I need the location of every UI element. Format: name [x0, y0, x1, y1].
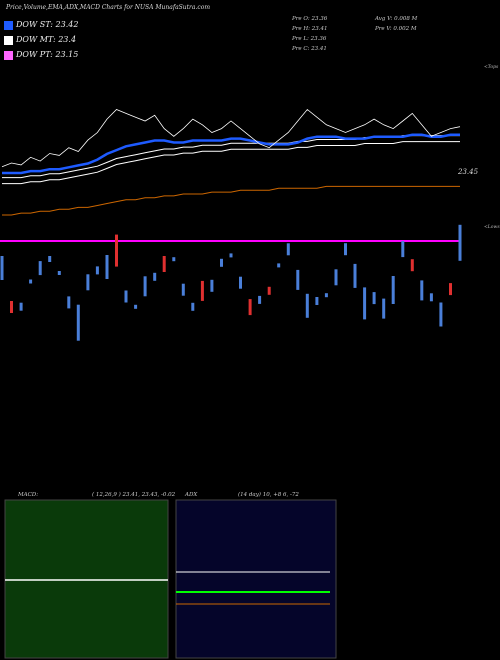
volume-bar [229, 253, 233, 258]
volume-bar [172, 257, 176, 262]
volume-bar [19, 302, 23, 311]
volume-bar [315, 297, 319, 305]
volume-bar [115, 234, 118, 267]
info-low: Pre L: 23.36 [292, 36, 327, 42]
legend-label-pt: DOW PT: 23.15 [16, 50, 79, 59]
info-prev-volume: Pre V: 0.002 M [375, 26, 417, 32]
volume-bar [305, 293, 309, 318]
volume-bar [267, 286, 271, 295]
volume-bar [439, 302, 443, 327]
volume-bar [38, 261, 42, 276]
legend-swatch-pt [4, 51, 13, 60]
volume-bar [324, 293, 328, 298]
legend-dow-pt: DOW PT: 23.15 [4, 50, 92, 62]
volume-bar [353, 263, 357, 288]
volume-bar [286, 243, 290, 256]
volume-bar [382, 298, 386, 319]
legend-dow-st: DOW ST: 23.42 [4, 20, 92, 32]
volume-bar [191, 302, 195, 311]
price-tag: 23.45 [458, 168, 479, 176]
volume-bar [220, 258, 223, 267]
volume-bar [449, 283, 452, 296]
info-open: Pre O: 23.36 [292, 16, 328, 22]
volume-bar [95, 266, 99, 275]
legend-label-st: DOW ST: 23.42 [16, 20, 79, 29]
volume-bar [48, 256, 52, 262]
info-high: Pre H: 23.41 [292, 26, 328, 32]
legend-swatch-st [4, 21, 13, 30]
legend-dow-mt: DOW MT: 23.4 [4, 35, 92, 47]
volume-bar [239, 276, 242, 289]
volume-bar [277, 263, 281, 268]
adx-params: (14 day) 10, +8 6, -72 [238, 492, 299, 498]
adx-label: ADX [185, 492, 198, 498]
volume-bar [210, 279, 214, 292]
volume-bar [67, 296, 71, 309]
ema-mid-lower-line [2, 141, 460, 185]
volume-bar [372, 292, 376, 305]
volume-bar [420, 280, 424, 301]
adx-panel [175, 499, 337, 659]
volume-bar [363, 287, 367, 320]
chart-title: Price,Volume,EMA,ADX,MACD Charts for NUS… [6, 4, 211, 11]
legend-label-mt: DOW MT: 23.4 [16, 35, 77, 44]
volume-bar [86, 274, 90, 291]
macd-params: ( 12,26,9 ) 23.41, 23.43, -0.02 [92, 492, 176, 498]
macd-label: MACD: [18, 492, 39, 498]
macd-panel [4, 499, 169, 659]
volume-bar [258, 295, 262, 304]
price-line [1, 108, 461, 168]
volume-bar [429, 293, 433, 302]
volume-bar [105, 255, 109, 279]
volume-bar [57, 271, 61, 275]
volume-bar [410, 259, 414, 272]
legend-swatch-mt [4, 36, 13, 45]
volume-bar [0, 256, 4, 280]
volume-bar [344, 243, 347, 256]
ema-short-line [2, 133, 460, 175]
lows-tag: <Lows [484, 225, 500, 230]
volume-bar [334, 269, 338, 286]
info-avg-volume: Avg V: 0.008 M [375, 16, 418, 22]
volume-bar [29, 279, 33, 284]
volume-bar [76, 304, 80, 341]
volume-bar [401, 241, 405, 258]
ema-mid-upper-line [2, 135, 460, 179]
ema-long-line [2, 185, 460, 216]
volume-bar [10, 301, 13, 313]
volume-bar [162, 256, 166, 272]
volume-bar [153, 272, 157, 281]
volume-bar [458, 224, 462, 261]
volume-bar [134, 304, 138, 309]
volume-bar [143, 276, 147, 297]
volume-bar [391, 276, 395, 304]
volume-bar [248, 299, 252, 316]
volume-bar [200, 280, 204, 301]
tops-tag: <Tops [484, 65, 499, 70]
volume-bar [296, 269, 300, 290]
volume-bar [181, 283, 185, 296]
volume-bar [124, 290, 128, 303]
info-close: Pre C: 23.41 [292, 46, 327, 52]
